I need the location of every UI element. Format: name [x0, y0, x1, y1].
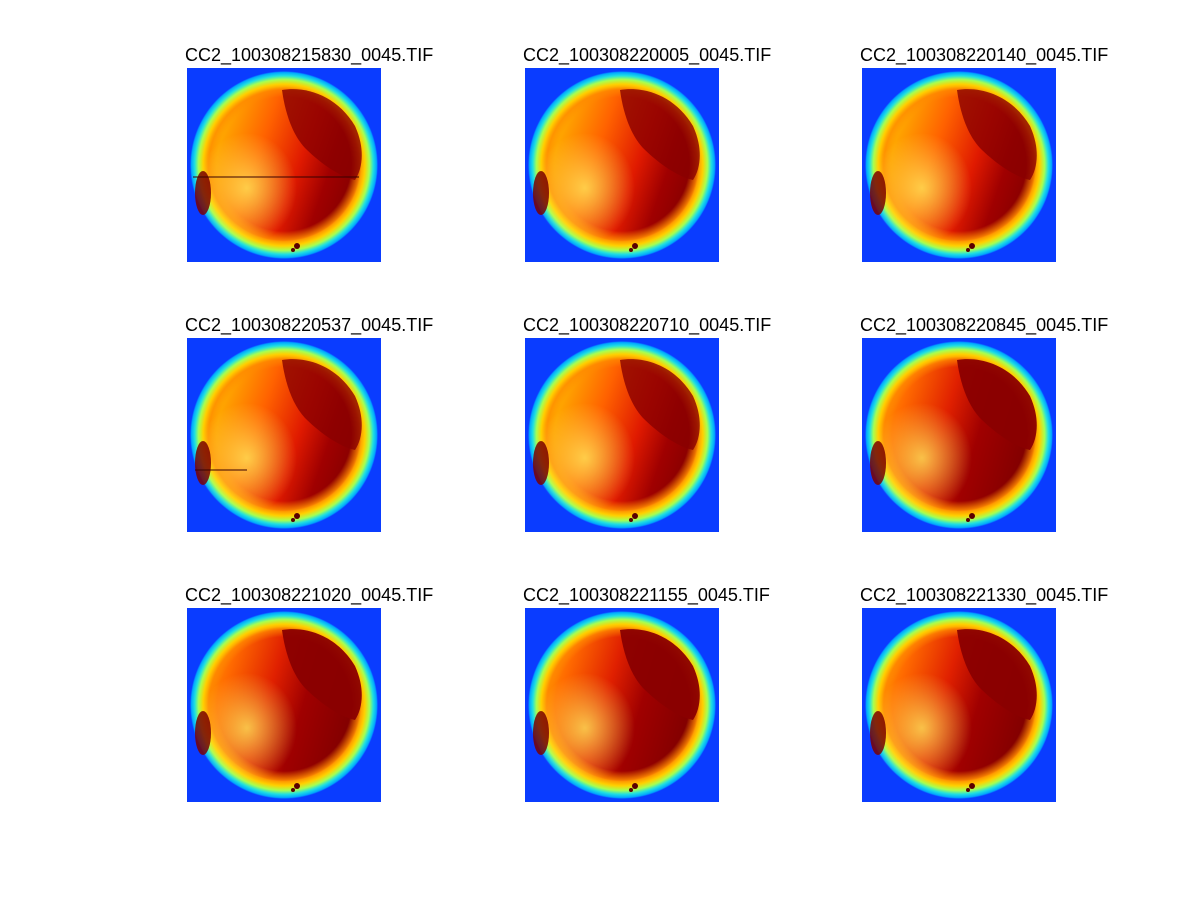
glow-region	[872, 673, 972, 783]
sky-image	[187, 338, 381, 532]
obstruction-dot	[966, 518, 970, 522]
edge-shadow	[870, 171, 886, 215]
obstruction-dot	[632, 783, 638, 789]
obstruction-dot	[291, 518, 295, 522]
cloud-mass	[282, 359, 362, 450]
sky-image	[862, 338, 1056, 532]
panel-title: CC2_100308220537_0045.TIF	[185, 315, 434, 335]
image-panel: CC2_100308220005_0045.TIF	[523, 44, 785, 274]
panel-title: CC2_100308215830_0045.TIF	[185, 45, 434, 65]
glow-region	[535, 673, 635, 783]
edge-shadow	[533, 441, 549, 485]
obstruction-dot	[294, 783, 300, 789]
cloud-mass	[620, 359, 700, 450]
edge-shadow	[533, 711, 549, 755]
image-panel: CC2_100308220710_0045.TIF	[523, 314, 785, 544]
glow-region	[535, 403, 635, 513]
cloud-mass	[620, 629, 700, 720]
glow-region	[197, 133, 297, 243]
obstruction-dot	[291, 788, 295, 792]
obstruction-dot	[632, 513, 638, 519]
glow-region	[197, 403, 297, 513]
obstruction-dot	[969, 783, 975, 789]
obstruction-dot	[629, 518, 633, 522]
obstruction-dot	[969, 243, 975, 249]
image-panel: CC2_100308215830_0045.TIF	[185, 44, 447, 274]
sky-image	[525, 68, 719, 262]
panel-title: CC2_100308221155_0045.TIF	[523, 585, 770, 605]
cloud-mass	[282, 629, 362, 720]
glow-region	[872, 133, 972, 243]
cloud-mass	[282, 89, 362, 180]
edge-shadow	[195, 171, 211, 215]
image-panel: CC2_100308221330_0045.TIF	[860, 584, 1122, 814]
obstruction-dot	[629, 788, 633, 792]
edge-shadow	[195, 711, 211, 755]
cloud-mass	[957, 359, 1037, 450]
glow-region	[872, 403, 972, 513]
image-panel: CC2_100308220537_0045.TIF	[185, 314, 447, 544]
edge-shadow	[870, 711, 886, 755]
obstruction-dot	[969, 513, 975, 519]
obstruction-dot	[629, 248, 633, 252]
obstruction-dot	[966, 788, 970, 792]
sky-image	[187, 68, 381, 262]
edge-shadow	[195, 441, 211, 485]
cloud-mass	[957, 89, 1037, 180]
panel-title: CC2_100308220710_0045.TIF	[523, 315, 772, 335]
sky-image	[187, 608, 381, 802]
sky-image	[862, 608, 1056, 802]
panel-title: CC2_100308220140_0045.TIF	[860, 45, 1109, 65]
obstruction-dot	[294, 243, 300, 249]
panel-title: CC2_100308221330_0045.TIF	[860, 585, 1109, 605]
sky-image	[862, 68, 1056, 262]
image-panel: CC2_100308221020_0045.TIF	[185, 584, 447, 814]
sky-image	[525, 608, 719, 802]
cloud-mass	[957, 629, 1037, 720]
obstruction-dot	[632, 243, 638, 249]
glow-region	[535, 133, 635, 243]
image-panel: CC2_100308220140_0045.TIF	[860, 44, 1122, 274]
obstruction-dot	[291, 248, 295, 252]
sky-image	[525, 338, 719, 532]
edge-shadow	[533, 171, 549, 215]
glow-region	[197, 673, 297, 783]
obstruction-dot	[294, 513, 300, 519]
image-panel: CC2_100308220845_0045.TIF	[860, 314, 1122, 544]
image-panel: CC2_100308221155_0045.TIF	[523, 584, 785, 814]
cloud-mass	[620, 89, 700, 180]
panel-title: CC2_100308221020_0045.TIF	[185, 585, 434, 605]
panel-title: CC2_100308220845_0045.TIF	[860, 315, 1109, 335]
panel-title: CC2_100308220005_0045.TIF	[523, 45, 772, 65]
obstruction-dot	[966, 248, 970, 252]
edge-shadow	[870, 441, 886, 485]
